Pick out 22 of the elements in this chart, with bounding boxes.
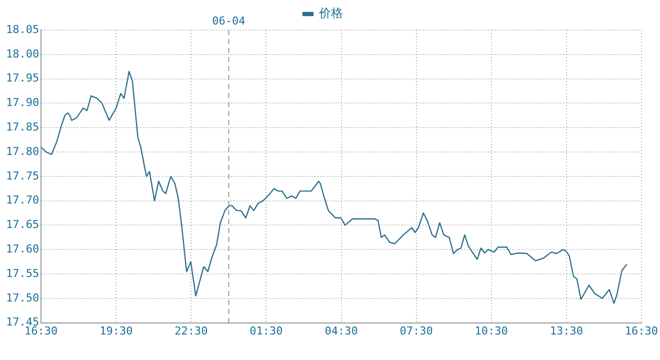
x-tick-label: 10:30: [474, 324, 508, 338]
y-tick-label: 17.85: [6, 120, 40, 134]
legend-label: 价格: [318, 6, 343, 20]
y-tick-label: 17.55: [6, 266, 40, 280]
y-tick-label: 17.95: [6, 72, 40, 85]
y-tick-label: 17.70: [6, 194, 40, 207]
y-tick-label: 17.75: [6, 169, 40, 182]
x-tick-label: 01:30: [250, 324, 283, 338]
x-tick-label: 13:30: [550, 324, 583, 338]
y-tick-label: 18.00: [6, 47, 40, 60]
x-tick-label: 07:30: [400, 324, 433, 338]
ref-line-label: 06-04: [212, 14, 246, 28]
y-tick-label: 17.60: [6, 242, 40, 256]
x-tick-label: 22:30: [174, 324, 208, 338]
y-tick-label: 17.65: [6, 218, 40, 232]
y-tick-label: 17.80: [6, 144, 40, 158]
y-tick-label: 18.05: [6, 22, 40, 36]
x-tick-label: 19:30: [100, 324, 133, 338]
x-tick-label: 04:30: [324, 324, 358, 338]
x-tick-label: 16:30: [624, 324, 658, 338]
y-tick-label: 17.90: [6, 96, 40, 110]
y-tick-label: 17.50: [6, 291, 40, 304]
